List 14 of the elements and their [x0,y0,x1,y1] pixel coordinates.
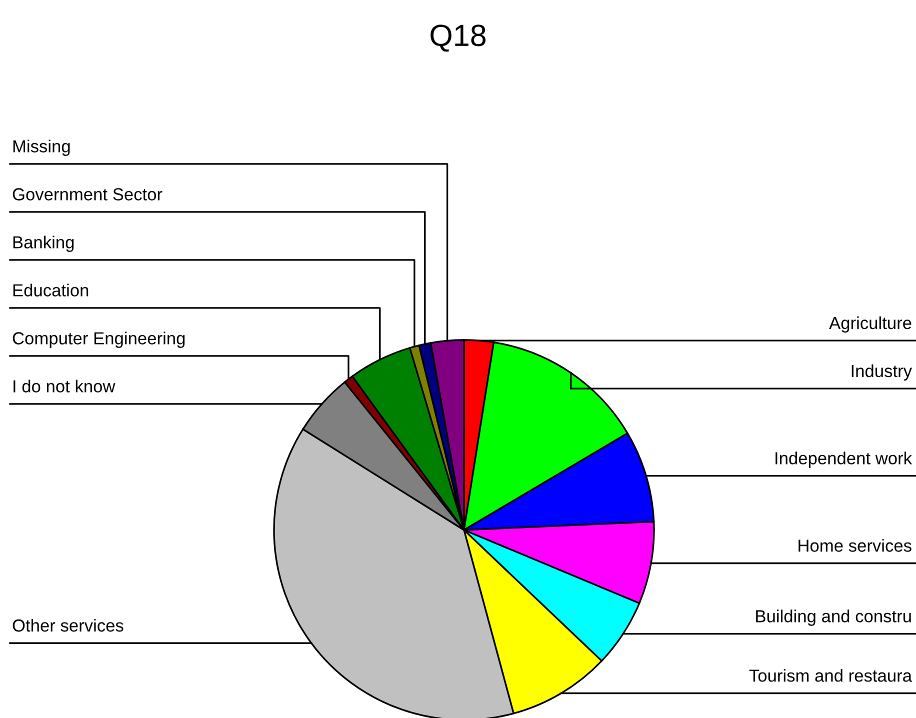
slice-label: Education [13,284,88,296]
slice-label: Industry [852,364,912,381]
slice-label: Banking [13,236,74,252]
slice-label: Government Sector [12,188,162,200]
slice-label: Independent work [776,452,912,468]
slice-label: I do not know [14,380,116,392]
slice-label: Agriculture [829,316,912,333]
slice-label: Tourism and restaura [749,669,912,682]
chart-title: Q18 [430,24,486,52]
slice-label: Other services [12,618,124,632]
slice-label: Computer Engineering [12,332,185,348]
slice-label: Home services [798,539,912,552]
slice-label: Missing [13,140,70,156]
slice-label: Building and constru [756,610,911,626]
